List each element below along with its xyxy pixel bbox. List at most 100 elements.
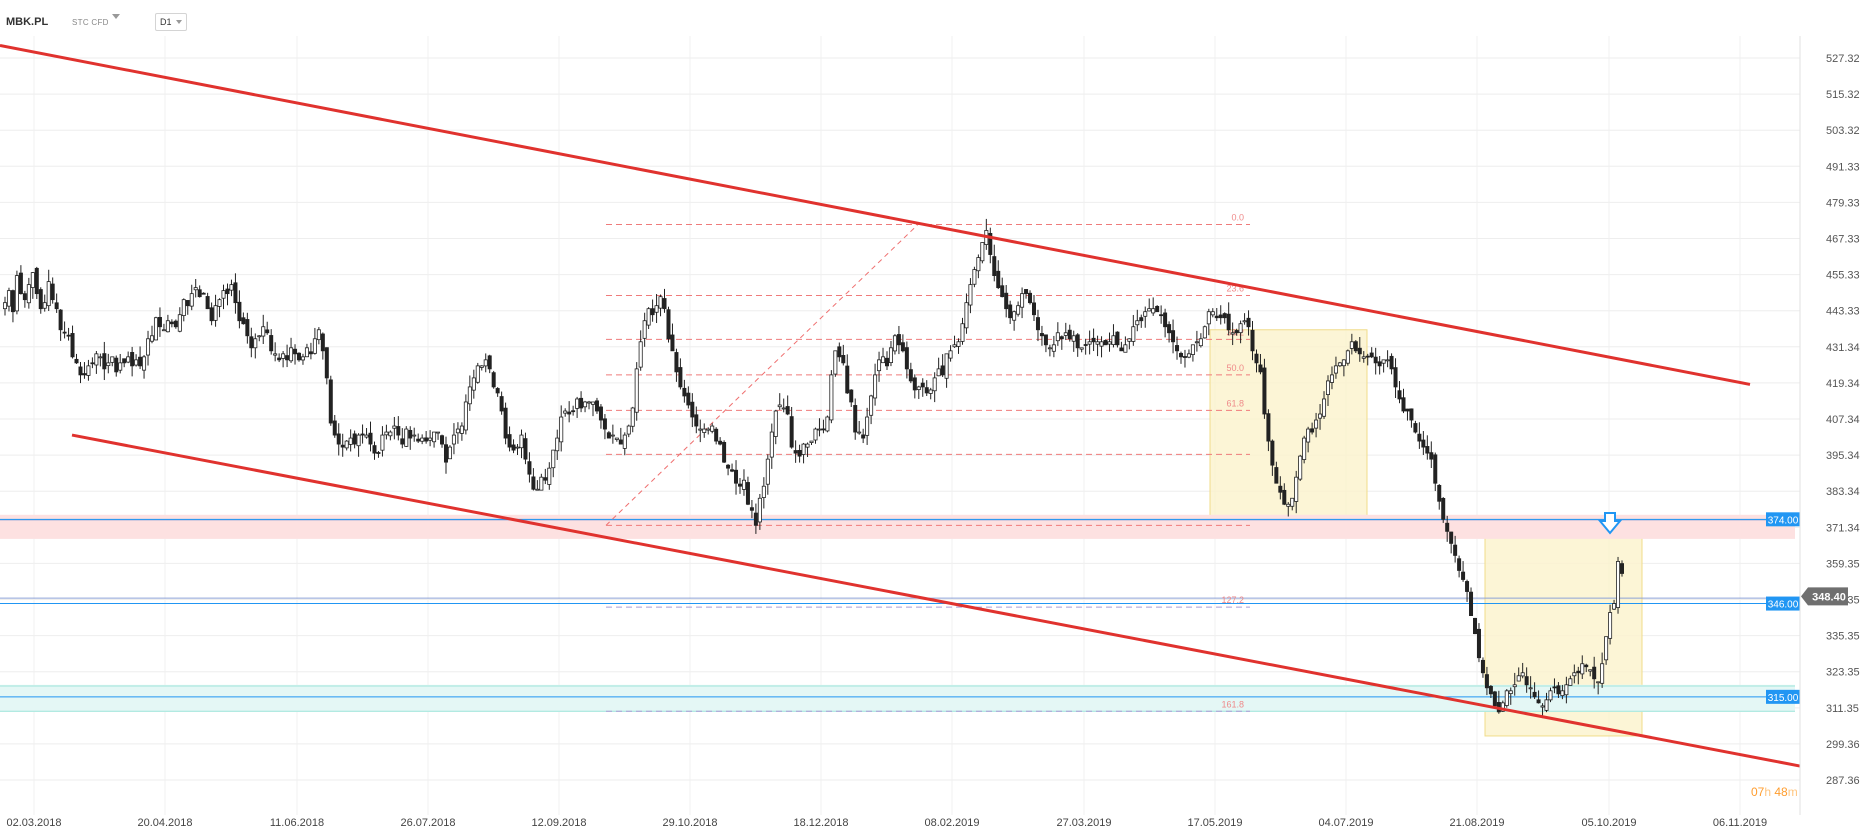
candle-body <box>432 431 437 443</box>
candle-body <box>1222 313 1227 319</box>
y-tick-label: 299.36 <box>1826 739 1860 751</box>
y-tick-label: 503.32 <box>1826 125 1860 137</box>
candle-body <box>813 428 818 441</box>
candle-body <box>1389 355 1394 370</box>
candle-body <box>420 437 425 442</box>
candle-body <box>730 469 735 472</box>
candle-body <box>1596 681 1601 684</box>
candle-body <box>1357 347 1362 355</box>
candle-body <box>1302 437 1307 460</box>
candle-body <box>1214 315 1219 319</box>
candle-body <box>471 377 476 391</box>
candle-body <box>1361 356 1366 359</box>
candle-body <box>1441 498 1446 520</box>
countdown-minutes: 48 <box>1774 785 1788 799</box>
candle-body <box>1469 591 1474 616</box>
candle-body <box>1135 320 1140 326</box>
candle-body <box>138 356 143 367</box>
candle-body <box>463 401 468 431</box>
candle-body <box>1008 304 1013 319</box>
candle-body <box>1131 326 1136 342</box>
candle-body <box>1139 317 1144 322</box>
candle-body <box>1274 467 1279 484</box>
candle-body <box>559 416 564 443</box>
candle-body <box>70 333 75 358</box>
candle-body <box>1524 676 1529 686</box>
candle-body <box>968 284 973 306</box>
candle-body <box>225 288 230 295</box>
candle-body <box>666 309 671 340</box>
candle-body <box>26 284 31 304</box>
y-tick-label: 407.34 <box>1826 414 1860 426</box>
candle-body <box>1047 347 1052 350</box>
price-axis: 527.32 515.32 503.32 491.33 479.33 467.33 455.… <box>1799 36 1860 815</box>
candle-body <box>1198 338 1203 347</box>
candle-body <box>753 512 758 526</box>
candle-body <box>1230 332 1235 335</box>
candle-body <box>614 437 619 440</box>
candle-body <box>364 434 369 438</box>
candle-body <box>1476 628 1481 659</box>
candle-body <box>1123 344 1128 353</box>
price-level-label: 346.00 <box>1768 600 1799 611</box>
candle-body <box>598 406 603 421</box>
candle-body <box>356 434 361 447</box>
y-tick-label: 323.35 <box>1826 667 1860 679</box>
candle-body <box>670 334 675 352</box>
candle-body <box>400 438 405 445</box>
candle-body <box>161 329 166 332</box>
candle-body <box>642 320 647 339</box>
candle-body <box>1039 333 1044 337</box>
candle-body <box>956 341 961 347</box>
candle-body <box>181 299 186 316</box>
y-tick-label: 479.33 <box>1826 197 1860 209</box>
candle-body <box>1500 702 1505 712</box>
candle-body <box>1457 558 1462 571</box>
candle-body <box>726 464 731 469</box>
candle-body <box>122 358 127 364</box>
candle-body <box>1508 690 1513 695</box>
date-axis: 02.03.2018 20.04.2018 11.06.2018 26.07.2018… <box>6 817 1767 829</box>
candle-body <box>1179 352 1184 358</box>
candle-body <box>459 425 464 434</box>
candle-body <box>579 397 584 409</box>
y-tick-label: 383.34 <box>1826 486 1860 498</box>
candle-body <box>1071 335 1076 342</box>
timeframe-select[interactable]: D1 <box>155 13 187 31</box>
candle-body <box>146 338 151 356</box>
candle-body <box>173 320 178 328</box>
candle-body <box>797 449 802 457</box>
candle-body <box>749 507 754 511</box>
candle-body <box>1326 380 1331 395</box>
candle-body <box>714 428 719 442</box>
candle-body <box>1480 659 1485 674</box>
candle-body <box>1572 672 1577 677</box>
candle-body <box>1437 484 1442 502</box>
candle-body <box>408 429 413 439</box>
chevron-down-icon[interactable] <box>112 14 120 19</box>
candle-body <box>1548 690 1553 701</box>
candle-body <box>809 440 814 443</box>
candle-body <box>1163 312 1168 328</box>
candle-body <box>1067 329 1072 340</box>
candle-body <box>118 362 123 371</box>
chevron-down-icon <box>176 20 182 24</box>
candle-body <box>996 270 1001 289</box>
candle-body <box>1516 675 1521 682</box>
y-tick-label: 443.33 <box>1826 306 1860 318</box>
candle-body <box>1043 334 1048 346</box>
candle-body <box>646 308 651 326</box>
candle-body <box>1282 489 1287 505</box>
current-price-tag <box>1801 587 1848 606</box>
symbol-label[interactable]: MBK.PL <box>6 16 49 28</box>
candle-body <box>896 334 901 346</box>
candle-body <box>940 365 945 376</box>
candle-body <box>34 267 39 295</box>
candle-body <box>475 365 480 383</box>
price-level-tag: 374.00 <box>1766 512 1800 527</box>
candle-body <box>30 272 35 288</box>
y-tick-label: 431.34 <box>1826 342 1860 354</box>
candle-body <box>1453 544 1458 556</box>
candle-body <box>1119 347 1124 352</box>
